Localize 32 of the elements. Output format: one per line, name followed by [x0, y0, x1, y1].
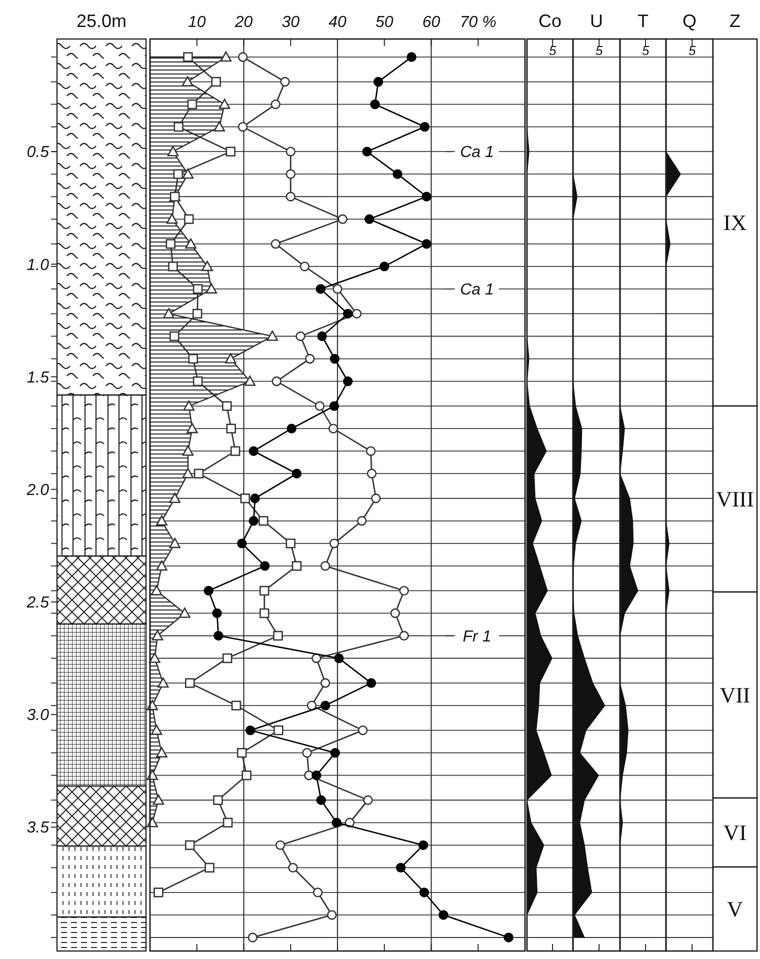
- text: VII: [720, 682, 750, 708]
- y-tick-label: 1.5: [26, 369, 50, 386]
- y-tick-label: 0.5: [26, 144, 50, 162]
- text: VIII: [716, 486, 754, 512]
- x-tick-label: 20: [234, 14, 253, 31]
- x-tick-label: 10: [188, 14, 206, 31]
- chart-title: T: [638, 11, 648, 31]
- text: Z: [730, 11, 740, 31]
- x-tick-label: 70 %: [460, 14, 496, 31]
- text: V: [727, 896, 744, 922]
- y-tick-label: 2.5: [26, 594, 50, 612]
- x-tick-label: 5: [688, 43, 696, 58]
- ref-line-label: Ca 1: [460, 282, 494, 299]
- x-tick-label: 5: [642, 43, 650, 58]
- x-tick-label: 30: [282, 14, 300, 31]
- x-tick-label: 50: [375, 14, 394, 31]
- x-tick-label: 5: [595, 43, 604, 58]
- ref-line-label: Fr 1: [462, 628, 492, 646]
- chart-title: Co: [538, 11, 562, 31]
- x-tick-label: 40: [328, 14, 346, 31]
- x-tick-label: 60: [422, 14, 440, 31]
- y-tick-label: 3.0: [26, 707, 50, 724]
- text: IX: [723, 210, 747, 236]
- x-tick-label: 5: [548, 43, 557, 58]
- y-tick-label: 3.5: [26, 820, 50, 837]
- chart-title: Q: [682, 11, 697, 31]
- ref-line-label: Ca 1: [460, 144, 494, 162]
- chart-title: U: [590, 11, 603, 31]
- text: 25.0m: [76, 11, 127, 31]
- y-tick-label: 1.0: [26, 256, 50, 274]
- y-tick-label: 2.0: [26, 482, 50, 499]
- text: VI: [723, 820, 747, 846]
